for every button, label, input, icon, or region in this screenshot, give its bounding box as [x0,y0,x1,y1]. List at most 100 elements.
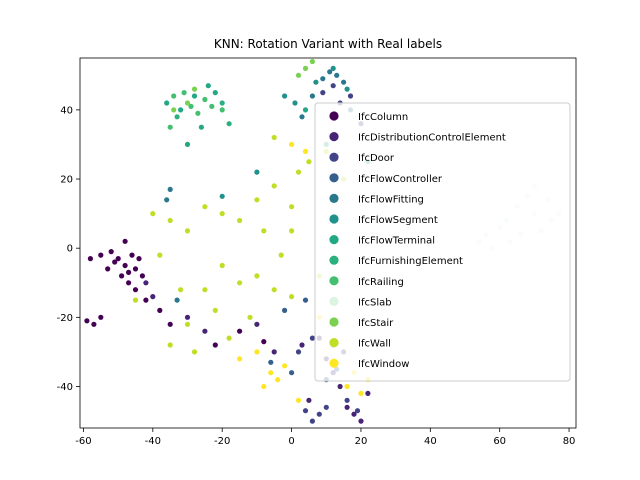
data-point [289,141,295,147]
x-tick-label: -60 [75,436,91,447]
legend: IfcColumn IfcDistributionControlElement If… [314,102,571,382]
data-point [115,256,121,262]
data-point [289,204,295,210]
data-point [184,228,191,234]
data-point [143,280,149,286]
data-point [295,349,302,355]
data-point [295,169,302,175]
data-point [309,335,315,341]
data-point [188,103,194,109]
data-point [261,228,267,234]
legend-marker [329,132,339,142]
legend-marker [329,338,339,348]
data-point [354,408,361,414]
data-point [316,411,322,417]
data-point [302,65,309,71]
legend-label: IfcFlowController [358,174,443,185]
data-point [132,297,139,303]
x-tick-label: 80 [563,436,576,447]
data-point [129,252,135,258]
legend-marker [329,358,339,368]
data-point [282,363,288,369]
data-point [323,404,329,410]
data-point [219,107,225,113]
data-point [219,262,225,269]
data-point [330,65,336,71]
data-point [184,100,191,106]
data-point [271,287,277,293]
y-tick-label: 20 [60,175,73,186]
data-point [202,204,208,210]
data-point [167,321,173,327]
legend-label: IfcSlab [358,297,392,308]
legend-marker [329,214,339,224]
data-point [365,390,371,396]
data-point [157,307,163,313]
data-point [254,273,260,279]
data-point [205,83,211,89]
data-point [212,307,218,313]
data-point [84,318,90,324]
data-point [209,103,215,109]
data-point [282,307,288,313]
data-point [132,287,139,293]
data-point [344,383,350,390]
legend-label: IfcFlowTerminal [358,236,435,247]
data-point [282,93,288,99]
x-axis: -60 -40 -20 0 20 40 60 80 [75,428,575,447]
data-point [330,83,336,89]
data-point [337,383,343,390]
data-point [164,100,170,106]
legend-marker [329,235,339,245]
data-point [358,390,364,396]
data-point [167,186,173,192]
data-point [136,256,142,262]
legend-marker [329,111,339,121]
legend-label: IfcDistributionControlElement [358,133,506,144]
data-point [254,169,260,175]
data-point [184,141,191,147]
data-point [212,342,218,348]
data-point [91,321,97,327]
data-point [320,76,326,82]
data-point [261,339,267,345]
data-point [292,100,298,106]
data-point [212,90,218,96]
data-point [191,349,198,355]
data-point [167,217,173,224]
data-point [98,252,104,258]
data-point [334,72,340,78]
data-point [174,114,180,120]
y-tick-label: -20 [57,313,73,324]
data-point [278,252,284,258]
legend-label: IfcWindow [358,359,409,370]
data-point [261,383,267,390]
x-tick-label: 0 [288,436,294,447]
data-point [271,183,277,189]
data-point [254,349,260,355]
data-point [184,321,191,327]
data-point [309,93,315,99]
data-point [112,259,118,265]
data-point [184,314,191,320]
data-point [202,96,208,103]
legend-label: IfcFlowSegment [358,215,438,226]
data-point [320,90,326,96]
data-point [157,252,163,258]
data-point [167,342,173,348]
data-point [289,294,295,300]
data-point [202,328,208,334]
data-point [139,273,145,279]
data-point [87,256,93,262]
data-point [105,266,111,272]
y-tick-label: 40 [60,105,73,116]
data-point [306,397,312,403]
data-point [181,90,187,96]
data-point [164,197,170,203]
data-point [174,297,180,303]
x-tick-label: -20 [214,436,230,447]
data-point [347,93,354,99]
data-point [295,397,302,403]
legend-marker [329,173,339,183]
plot-frame [79,57,577,429]
